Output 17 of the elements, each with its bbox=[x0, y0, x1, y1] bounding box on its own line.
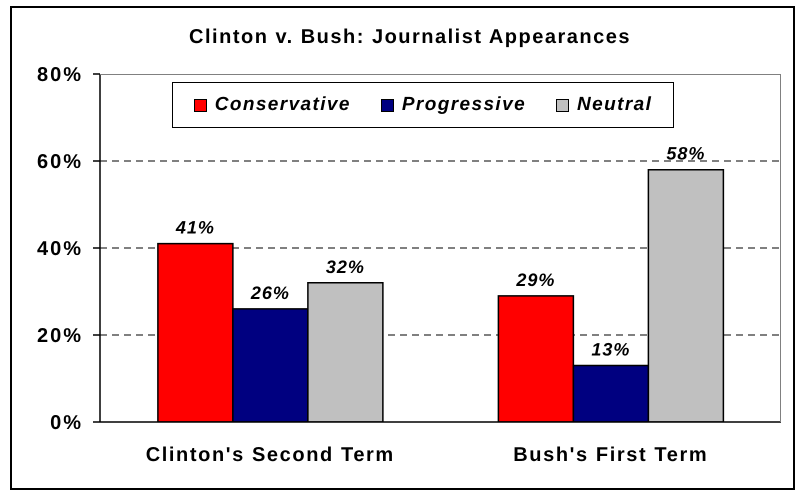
legend-label: Progressive bbox=[402, 94, 526, 116]
data-label: 58% bbox=[666, 144, 706, 164]
data-label: 41% bbox=[174, 218, 215, 238]
chart-title: Clinton v. Bush: Journalist Appearances bbox=[188, 25, 632, 49]
y-tick-label: 40% bbox=[36, 238, 83, 260]
x-tick-label: Bush's First Term bbox=[513, 444, 708, 466]
legend-label: Neutral bbox=[577, 94, 652, 116]
data-label: 13% bbox=[591, 339, 630, 360]
data-label: 29% bbox=[515, 270, 556, 290]
y-tick-label: 80% bbox=[36, 64, 83, 86]
y-tick-label: 20% bbox=[36, 325, 83, 348]
y-tick-label: 60% bbox=[36, 151, 83, 174]
legend-label: Conservative bbox=[214, 94, 351, 116]
x-tick-label: Clinton's Second Term bbox=[146, 444, 395, 466]
y-tick-label: 0% bbox=[50, 412, 83, 434]
data-label: 32% bbox=[326, 256, 365, 277]
data-label: 26% bbox=[250, 282, 290, 303]
